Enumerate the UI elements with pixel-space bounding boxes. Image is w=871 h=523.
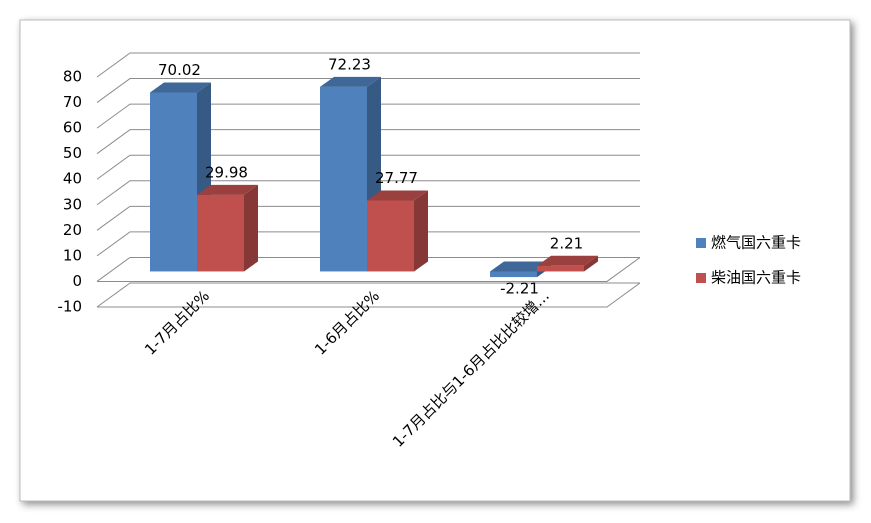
y-tick-label: 70	[63, 93, 82, 111]
bar	[320, 86, 367, 272]
legend-swatch	[696, 273, 706, 283]
bar-group	[320, 76, 381, 272]
grid-line	[96, 52, 640, 78]
bar-group	[537, 255, 598, 272]
bar-side	[584, 255, 598, 272]
value-label: 2.21	[550, 234, 583, 252]
legend-label: 燃气国六重卡	[711, 234, 801, 252]
bar	[150, 92, 197, 272]
bar	[367, 200, 414, 272]
y-tick-label: 50	[63, 144, 82, 162]
grid-line	[96, 231, 640, 257]
legend-label: 柴油国六重卡	[711, 269, 801, 287]
value-label: 27.77	[375, 169, 418, 187]
grid-line	[96, 154, 640, 180]
grid-line	[96, 129, 640, 155]
bar-top	[150, 82, 211, 93]
grid-line	[96, 282, 640, 308]
bar-top	[197, 184, 258, 195]
bar-top	[367, 190, 428, 201]
bar	[537, 265, 584, 272]
legend-swatch	[696, 238, 706, 248]
chart-frame	[19, 19, 851, 502]
zero-floor	[97, 257, 641, 282]
bar-side	[414, 190, 428, 272]
bar	[490, 271, 537, 278]
bar	[197, 194, 244, 272]
y-tick-label: 20	[63, 221, 82, 239]
bar-group	[367, 190, 428, 272]
bar-top	[320, 76, 381, 87]
bar-group	[197, 184, 258, 272]
grid-line	[96, 103, 640, 129]
floor	[97, 282, 641, 308]
grid-line	[96, 180, 640, 206]
y-tick-label: 30	[63, 195, 82, 213]
y-tick-label: 10	[63, 246, 82, 264]
value-label: 72.23	[328, 55, 371, 73]
grid-line	[96, 256, 640, 282]
bar-top	[490, 261, 551, 272]
y-tick-label: -10	[58, 298, 83, 316]
y-tick-label: 0	[72, 272, 82, 290]
grid-line	[96, 205, 640, 231]
y-tick-label: 40	[63, 170, 82, 188]
y-tick-label: 60	[63, 119, 82, 137]
value-label: -2.21	[500, 280, 539, 298]
value-label: 29.98	[205, 163, 248, 181]
y-tick-label: 80	[63, 68, 82, 86]
grid-line	[96, 78, 640, 103]
value-label: 70.02	[158, 61, 201, 79]
bar-top	[537, 255, 598, 266]
bar-side	[244, 184, 258, 272]
